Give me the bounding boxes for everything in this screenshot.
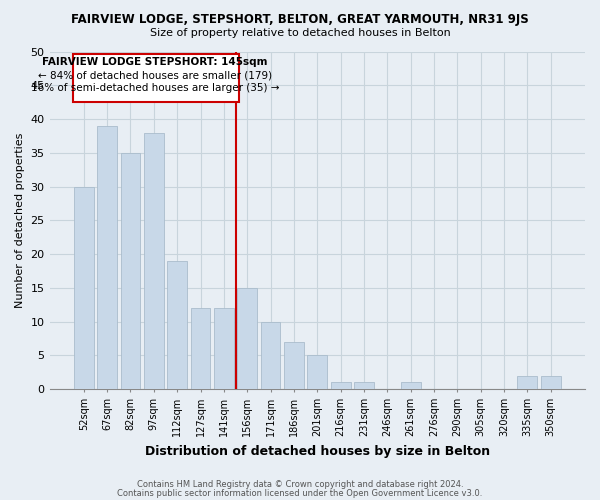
Bar	[517, 376, 538, 389]
Bar	[97, 126, 117, 389]
Text: Size of property relative to detached houses in Belton: Size of property relative to detached ho…	[149, 28, 451, 38]
Bar	[191, 308, 211, 389]
Bar	[214, 308, 234, 389]
Bar	[74, 186, 94, 389]
Bar	[401, 382, 421, 389]
X-axis label: Distribution of detached houses by size in Belton: Distribution of detached houses by size …	[145, 444, 490, 458]
Text: 16% of semi-detached houses are larger (35) →: 16% of semi-detached houses are larger (…	[31, 83, 279, 93]
Y-axis label: Number of detached properties: Number of detached properties	[15, 132, 25, 308]
Bar	[284, 342, 304, 389]
Text: Contains public sector information licensed under the Open Government Licence v3: Contains public sector information licen…	[118, 488, 482, 498]
Bar	[167, 261, 187, 389]
Bar	[331, 382, 350, 389]
Bar	[541, 376, 560, 389]
Text: Contains HM Land Registry data © Crown copyright and database right 2024.: Contains HM Land Registry data © Crown c…	[137, 480, 463, 489]
Bar	[260, 322, 280, 389]
Bar	[121, 153, 140, 389]
Text: FAIRVIEW LODGE STEPSHORT: 145sqm: FAIRVIEW LODGE STEPSHORT: 145sqm	[42, 57, 268, 67]
Bar	[144, 132, 164, 389]
Bar	[238, 288, 257, 389]
FancyBboxPatch shape	[73, 54, 239, 102]
Text: ← 84% of detached houses are smaller (179): ← 84% of detached houses are smaller (17…	[38, 70, 272, 81]
Text: FAIRVIEW LODGE, STEPSHORT, BELTON, GREAT YARMOUTH, NR31 9JS: FAIRVIEW LODGE, STEPSHORT, BELTON, GREAT…	[71, 12, 529, 26]
Bar	[354, 382, 374, 389]
Bar	[307, 356, 327, 389]
